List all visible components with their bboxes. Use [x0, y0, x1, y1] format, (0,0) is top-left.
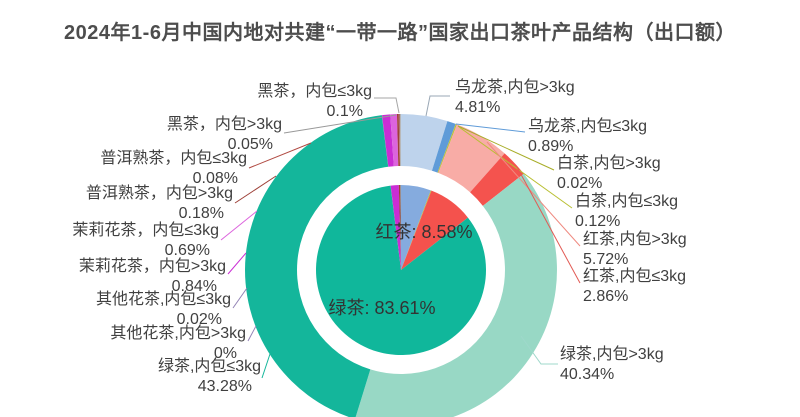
slice-label-4: 红茶,内包>3kg 5.72%: [583, 230, 687, 270]
slice-label-10: 茉莉花茶，内包>3kg 0.84%: [79, 257, 226, 297]
slice-label-value: 0.18%: [178, 205, 224, 222]
slice-label-name: 乌龙茶,内包≤3kg: [528, 118, 648, 135]
outer-slice-14[interactable]: [399, 114, 401, 166]
slice-label-value: 0%: [213, 345, 237, 362]
slice-label-value: 5.72%: [583, 251, 629, 268]
slice-label-0: 乌龙茶,内包>3kg 4.81%: [455, 78, 575, 118]
outer-slice-1[interactable]: [431, 121, 456, 173]
slice-label-value: 0.84%: [171, 278, 217, 295]
slice-label-5: 红茶,内包≤3kg 2.86%: [583, 267, 686, 307]
leader-line-13: [248, 142, 312, 169]
inner-slice-1[interactable]: [401, 190, 432, 270]
slice-label-value: 0.08%: [192, 170, 238, 187]
outer-slice-2[interactable]: [437, 123, 456, 173]
inner-slice-2[interactable]: [401, 190, 468, 270]
slice-label-value: 0.12%: [575, 213, 621, 230]
slice-label-name: 绿茶,内包≤3kg: [157, 358, 261, 375]
slice-label-3: 白茶,内包≤3kg 0.12%: [575, 192, 678, 232]
outer-slice-6[interactable]: [355, 173, 557, 417]
slice-label-value: 4.81%: [455, 99, 501, 116]
outer-slice-11[interactable]: [390, 114, 399, 167]
slice-label-15: 黑茶，内包≤3kg 0.1%: [257, 82, 372, 122]
slice-label-name: 其他花茶,内包≤3kg: [95, 291, 231, 308]
leader-line-2: [457, 125, 555, 171]
chart-title: 2024年1-6月中国内地对共建“一带一路”国家出口茶叶产品结构（出口额）: [64, 22, 736, 44]
leader-line-10: [227, 252, 247, 275]
slice-label-value: 0.1%: [326, 103, 363, 120]
slice-label-name: 白茶,内包≤3kg: [575, 193, 679, 210]
leader-line-15: [374, 97, 400, 114]
slice-label-name: 茉莉花茶，内包>3kg: [78, 258, 226, 275]
slice-label-9: 其他花茶,内包≤3kg 0.02%: [96, 290, 231, 330]
leader-line-0: [425, 95, 450, 117]
slice-label-name: 黑茶，内包≤3kg: [257, 83, 372, 100]
inner-slice-0[interactable]: [401, 185, 431, 270]
slice-label-11: 茉莉花茶，内包≤3kg 0.69%: [72, 221, 219, 261]
slice-label-7: 绿茶,内包≤3kg 43.28%: [158, 357, 261, 397]
outer-slice-15[interactable]: [400, 113, 401, 166]
outer-slice-7[interactable]: [245, 115, 389, 417]
slice-label-name: 白茶,内包>3kg: [557, 155, 661, 172]
outer-slice-13[interactable]: [398, 114, 401, 167]
leader-line-14: [283, 114, 397, 134]
slice-label-value: 0.02%: [176, 311, 222, 328]
slice-label-value: 0.69%: [164, 242, 210, 259]
inner-slice-6[interactable]: [398, 185, 401, 270]
slice-label-name: 红茶,内包≤3kg: [583, 268, 687, 285]
slice-label-name: 绿茶,内包>3kg: [560, 346, 664, 363]
outer-slice-4[interactable]: [438, 124, 505, 193]
slice-label-6: 绿茶,内包>3kg 40.34%: [560, 345, 664, 385]
slice-label-name: 乌龙茶,内包>3kg: [455, 79, 575, 96]
outer-slice-12[interactable]: [396, 114, 400, 167]
outer-slice-0[interactable]: [401, 114, 448, 171]
outer-slice-10[interactable]: [382, 114, 394, 167]
leader-line-11: [220, 210, 258, 241]
leader-line-3: [458, 126, 573, 209]
slice-label-value: 0.05%: [227, 136, 273, 153]
slice-label-2: 白茶,内包>3kg 0.02%: [557, 154, 661, 194]
slice-label-14: 黑茶，内包>3kg 0.05%: [167, 115, 282, 155]
slice-label-name: 其他花茶,内包>3kg: [110, 325, 246, 342]
slice-label-value: 40.34%: [560, 366, 615, 383]
leader-line-5: [516, 166, 581, 284]
inner-slice-3[interactable]: [316, 185, 487, 355]
slice-label-name: 茉莉花茶，内包≤3kg: [72, 222, 219, 239]
leader-line-1: [455, 123, 526, 133]
leader-line-7: [261, 350, 272, 379]
inner-slice-5[interactable]: [390, 185, 401, 270]
slice-label-value: 2.86%: [583, 288, 629, 305]
slice-label-1: 乌龙茶,内包≤3kg 0.89%: [528, 117, 647, 157]
leader-line-6: [520, 335, 558, 365]
inner-slice-4[interactable]: [390, 185, 401, 270]
slice-label-name: 红茶,内包>3kg: [583, 231, 687, 248]
leader-line-12: [234, 175, 277, 204]
outer-slice-5[interactable]: [470, 153, 524, 206]
slice-label-value: 0.02%: [557, 175, 603, 192]
slice-label-value: 43.28%: [197, 378, 252, 395]
leader-line-4: [486, 141, 581, 247]
slice-label-value: 0.89%: [528, 138, 574, 155]
outer-slice-9[interactable]: [381, 115, 389, 167]
slice-label-name: 普洱熟茶，内包≤3kg: [100, 150, 247, 167]
slice-label-8: 其他花茶,内包>3kg 0%: [110, 324, 246, 364]
slice-label-name: 黑茶，内包>3kg: [166, 116, 282, 133]
leader-line-9: [232, 287, 248, 309]
inner-ring-label-0: 红茶: 8.58%: [375, 222, 473, 242]
leader-line-8: [247, 325, 257, 342]
slice-label-name: 普洱熟茶，内包>3kg: [85, 185, 233, 202]
slice-label-13: 普洱熟茶，内包≤3kg 0.08%: [100, 149, 247, 189]
outer-slice-3[interactable]: [437, 123, 457, 173]
inner-ring-label-1: 绿茶: 83.61%: [328, 298, 436, 318]
inner-slice-7[interactable]: [400, 184, 401, 270]
slice-label-12: 普洱熟茶，内包>3kg 0.18%: [86, 184, 233, 224]
